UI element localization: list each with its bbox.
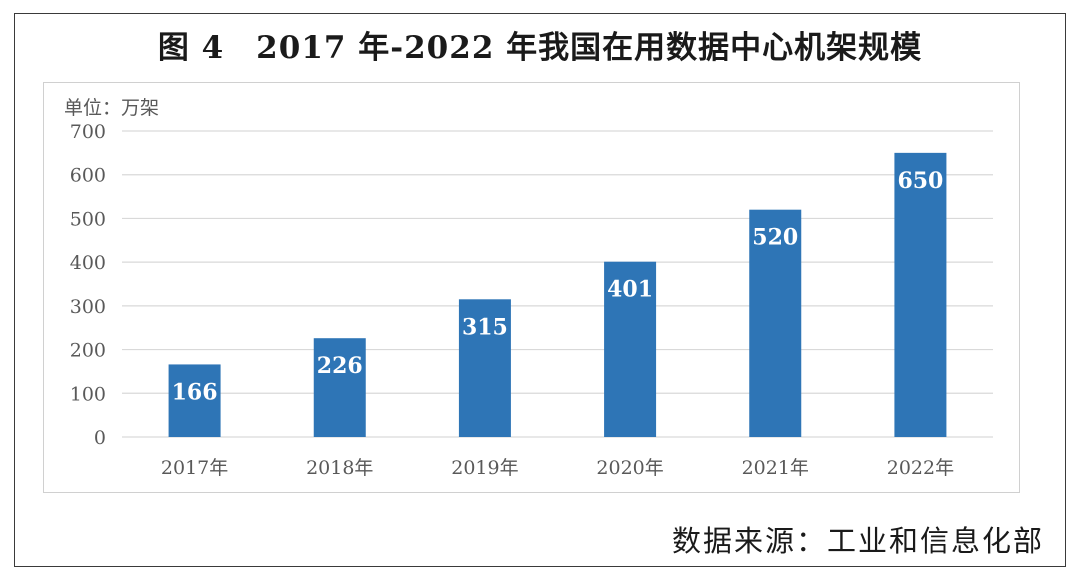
bar xyxy=(168,364,221,437)
y-tick-label: 100 xyxy=(70,383,106,405)
unit-label: 单位：万架 xyxy=(64,97,159,119)
x-tick-label: 2017年 xyxy=(161,457,228,479)
y-tick-label: 200 xyxy=(70,340,106,362)
y-tick-label: 400 xyxy=(70,252,106,274)
data-source: 数据来源：工业和信息化部 xyxy=(671,524,1044,558)
bar xyxy=(894,152,947,437)
chart-title: 图 4 2017 年-2022 年我国在用数据中心机架规模 xyxy=(157,30,923,66)
gridlines xyxy=(122,130,993,438)
bar xyxy=(749,209,802,437)
bar xyxy=(313,338,366,437)
x-tick-label: 2020年 xyxy=(596,457,663,479)
bars xyxy=(168,152,947,437)
y-tick-label: 500 xyxy=(70,208,106,230)
x-tick-label: 2021年 xyxy=(742,457,809,479)
bar-data-label: 650 xyxy=(897,168,943,194)
bar-data-label: 166 xyxy=(172,379,218,405)
bar-data-label: 226 xyxy=(317,353,363,379)
data-labels: 166 226 315 401 520 650 xyxy=(172,168,944,406)
y-tick-label: 700 xyxy=(70,121,106,143)
bar xyxy=(604,261,657,437)
y-tick-label: 300 xyxy=(70,296,106,318)
y-tick-labels: 0 100 200 300 400 500 600 700 xyxy=(70,121,106,449)
bar-data-label: 315 xyxy=(462,314,508,340)
y-tick-label: 600 xyxy=(70,165,106,187)
bar-data-label: 401 xyxy=(607,277,653,303)
x-tick-label: 2022年 xyxy=(887,457,954,479)
bar xyxy=(458,299,511,437)
x-tick-labels: 2017年 2018年 2019年 2020年 2021年 2022年 xyxy=(161,457,954,479)
figure-frame xyxy=(14,13,1066,567)
bar-data-label: 520 xyxy=(752,225,798,251)
y-tick-label: 0 xyxy=(94,427,106,449)
chart-area-border xyxy=(43,82,1020,493)
x-tick-label: 2019年 xyxy=(451,457,518,479)
x-tick-label: 2018年 xyxy=(306,457,373,479)
